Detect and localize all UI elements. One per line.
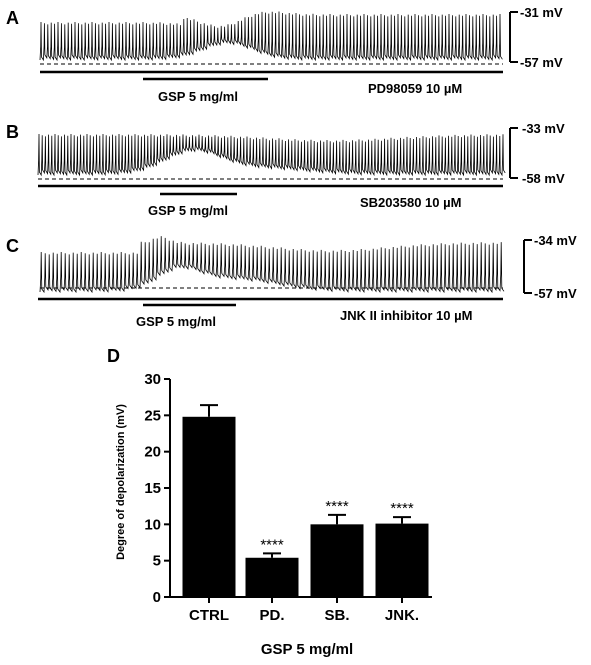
panel-c-trace: [39, 236, 505, 294]
panel-b-lower-label: -58 mV: [522, 171, 565, 186]
bar: [182, 416, 236, 597]
panel-b-trace: [37, 133, 506, 177]
significance-label: ****: [390, 500, 414, 517]
panel-a-trace: [39, 11, 503, 62]
panel-b-letter: B: [6, 122, 19, 142]
panel-b: B GSP 5 mg/ml SB203580 10 µM -33 mV -58 …: [6, 121, 565, 218]
bar: [375, 523, 429, 597]
panel-a-upper-label: -31 mV: [520, 5, 563, 20]
panel-c-drug-label: JNK II inhibitor 10 µM: [340, 308, 472, 323]
panel-c-letter: C: [6, 236, 19, 256]
x-tick-label: SB.: [324, 607, 349, 624]
x-tick-label: CTRL: [189, 607, 229, 624]
x-tick-label: JNK.: [385, 607, 419, 624]
y-tick-label: 5: [153, 553, 161, 570]
y-tick-label: 20: [144, 444, 161, 461]
panel-c: C GSP 5 mg/ml JNK II inhibitor 10 µM -34…: [6, 233, 577, 329]
bar: [245, 557, 299, 597]
significance-label: ****: [260, 536, 284, 553]
panel-d-letter: D: [107, 346, 120, 366]
panel-a-gsp-label: GSP 5 mg/ml: [158, 89, 238, 104]
panel-c-scale-bar: [523, 239, 532, 294]
panel-b-scale-bar: [509, 127, 518, 179]
y-tick-label: 15: [144, 480, 161, 497]
panel-c-gsp-label: GSP 5 mg/ml: [136, 314, 216, 329]
panel-b-drug-label: SB203580 10 µM: [360, 195, 461, 210]
bar-chart: 0 5 10 15 20 25 30 CTRL PD. **** SB. **** JNK. ****: [144, 371, 432, 624]
significance-label: ****: [325, 498, 349, 515]
panel-a-drug-label: PD98059 10 µM: [368, 81, 462, 96]
y-axis-title: Degree of depolarization (mV): [115, 404, 127, 560]
panel-a-lower-label: -57 mV: [520, 55, 563, 70]
panel-a-letter: A: [6, 8, 19, 28]
panel-b-upper-label: -33 mV: [522, 121, 565, 136]
panel-c-upper-label: -34 mV: [534, 233, 577, 248]
y-tick-label: 0: [153, 589, 161, 606]
y-tick-label: 30: [144, 371, 161, 388]
y-tick-label: 25: [144, 407, 161, 424]
y-tick-label: 10: [144, 516, 161, 533]
bar: [310, 524, 364, 597]
panel-b-gsp-label: GSP 5 mg/ml: [148, 203, 228, 218]
x-tick-label: PD.: [259, 607, 284, 624]
x-axis-title: GSP 5 mg/ml: [261, 641, 353, 658]
panel-d: D 0 5 10 15 20 25 30 CTRL PD. **** SB. **** JNK. ****…: [107, 346, 432, 658]
panel-a-scale-bar: [509, 11, 518, 63]
panel-c-lower-label: -57 mV: [534, 286, 577, 301]
panel-a: A GSP 5 mg/ml PD98059 10 µM -31 mV -57 m…: [6, 5, 563, 104]
